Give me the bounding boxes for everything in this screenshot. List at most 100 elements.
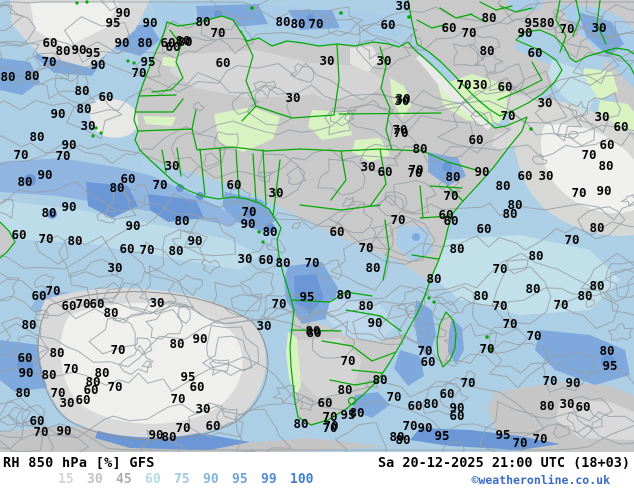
rh-contour xyxy=(0,6,634,55)
contour-label: 90 xyxy=(367,315,382,330)
copyright-link[interactable]: ©weatheronline.co.uk xyxy=(471,473,610,487)
rh-contour xyxy=(289,62,315,83)
contour-label: 70 xyxy=(75,296,90,311)
contour-label: 30 xyxy=(80,118,95,133)
contour-label: 60 xyxy=(438,207,453,222)
contour-label: 95 xyxy=(495,427,510,442)
rh-contour xyxy=(34,309,50,322)
contour-label: 80 xyxy=(103,305,118,320)
contour-label: 60 xyxy=(613,119,628,134)
contour-label: 30 xyxy=(360,159,375,174)
contour-label: 80 xyxy=(473,288,488,303)
contour-label: 30 xyxy=(594,109,609,124)
contour-label: 80 xyxy=(275,14,290,29)
scale-value-90: 90 xyxy=(203,472,219,487)
rh-contour xyxy=(570,395,613,429)
contour-label: 80 xyxy=(412,141,427,156)
rh-contour xyxy=(66,92,123,140)
contour-label: 30 xyxy=(591,20,606,35)
rh-contour xyxy=(210,0,269,20)
color-scale: 15 30 45 60 75 90 95 99 100 xyxy=(58,472,319,487)
rh-contour xyxy=(359,143,403,172)
contour-label: 60 xyxy=(443,213,458,228)
contour-label: 80 xyxy=(507,197,522,212)
contour-label: 30 xyxy=(472,77,487,92)
contour-label: 80 xyxy=(525,281,540,296)
contour-label: 70 xyxy=(386,389,401,404)
rh-contour xyxy=(0,423,634,451)
contour-label: 60 xyxy=(98,89,113,104)
rh-contour xyxy=(342,196,356,207)
rh-contour xyxy=(607,322,634,341)
contour-label: 70 xyxy=(500,108,515,123)
contour-label: 80 xyxy=(0,69,15,84)
contour-label: 70 xyxy=(45,283,60,298)
rh-contour xyxy=(328,6,364,37)
contour-label: 80 xyxy=(24,68,39,83)
contour-label: 80 xyxy=(372,372,387,387)
contour-label: 80 xyxy=(528,248,543,263)
rh-contour xyxy=(329,236,389,292)
rh-contour xyxy=(598,4,634,38)
rh-contour xyxy=(324,109,357,136)
rh-contour xyxy=(606,20,634,62)
rh-contour xyxy=(352,313,411,345)
rh-contour xyxy=(506,70,568,124)
rh-contour xyxy=(488,340,550,389)
rh-contour xyxy=(193,101,205,112)
contour-label: 30 xyxy=(268,185,283,200)
rh-contour xyxy=(234,408,293,452)
rh-contour xyxy=(12,334,51,361)
rh-contour xyxy=(488,326,529,354)
contour-label: 70 xyxy=(532,431,547,446)
rh-contour xyxy=(316,158,366,196)
rh-contour xyxy=(239,271,275,299)
island-dots xyxy=(75,0,533,351)
rh-contour xyxy=(0,414,43,452)
contour-label: 80 xyxy=(358,298,373,313)
contour-label: 30 xyxy=(559,396,574,411)
contour-label: 60 xyxy=(11,227,26,242)
contour-label: 70 xyxy=(571,185,586,200)
rh-contour xyxy=(54,70,97,105)
rh-contour xyxy=(26,62,79,100)
rh-contour xyxy=(479,400,545,452)
contour-label: 70 xyxy=(55,148,70,163)
contour-label: 90 xyxy=(125,218,140,233)
rh-contour xyxy=(471,302,518,336)
contour-label: 70 xyxy=(542,373,557,388)
map-title: RH 850 hPa [%] GFS xyxy=(3,455,155,471)
contour-label: 80 xyxy=(175,33,190,48)
contour-label: 60 xyxy=(258,252,273,267)
contour-label: 60 xyxy=(468,132,483,147)
rh-contour xyxy=(491,266,552,325)
rh-contour xyxy=(253,80,277,98)
rh-contour xyxy=(423,322,447,339)
rh-contour xyxy=(141,360,152,368)
contour-label: 70 xyxy=(407,165,422,180)
contour-label: 80 xyxy=(426,271,441,286)
rh-contour xyxy=(7,406,32,429)
rh-contour xyxy=(265,238,286,254)
contour-label: 80 xyxy=(275,255,290,270)
contour-label: 60 xyxy=(119,241,134,256)
rh-contour xyxy=(442,441,465,452)
contour-label: 80 xyxy=(423,396,438,411)
rh-contour xyxy=(384,194,397,207)
rh-contour xyxy=(557,280,620,330)
rh-contour xyxy=(473,53,505,73)
rh-contour xyxy=(434,286,475,314)
contour-label: 70 xyxy=(63,361,78,376)
rh-contour xyxy=(357,37,394,60)
rh-contour xyxy=(431,300,459,321)
contour-label: 30 xyxy=(538,168,553,183)
contour-label: 80 xyxy=(109,180,124,195)
rh-contour xyxy=(145,309,184,340)
rh-contour xyxy=(140,429,184,452)
scale-value-45: 45 xyxy=(116,472,132,487)
contour-label: 80 xyxy=(365,260,380,275)
contour-label: 70 xyxy=(553,297,568,312)
contour-label: 95 xyxy=(434,428,449,443)
contour-label: 70 xyxy=(33,424,48,439)
country-borders xyxy=(135,0,607,386)
